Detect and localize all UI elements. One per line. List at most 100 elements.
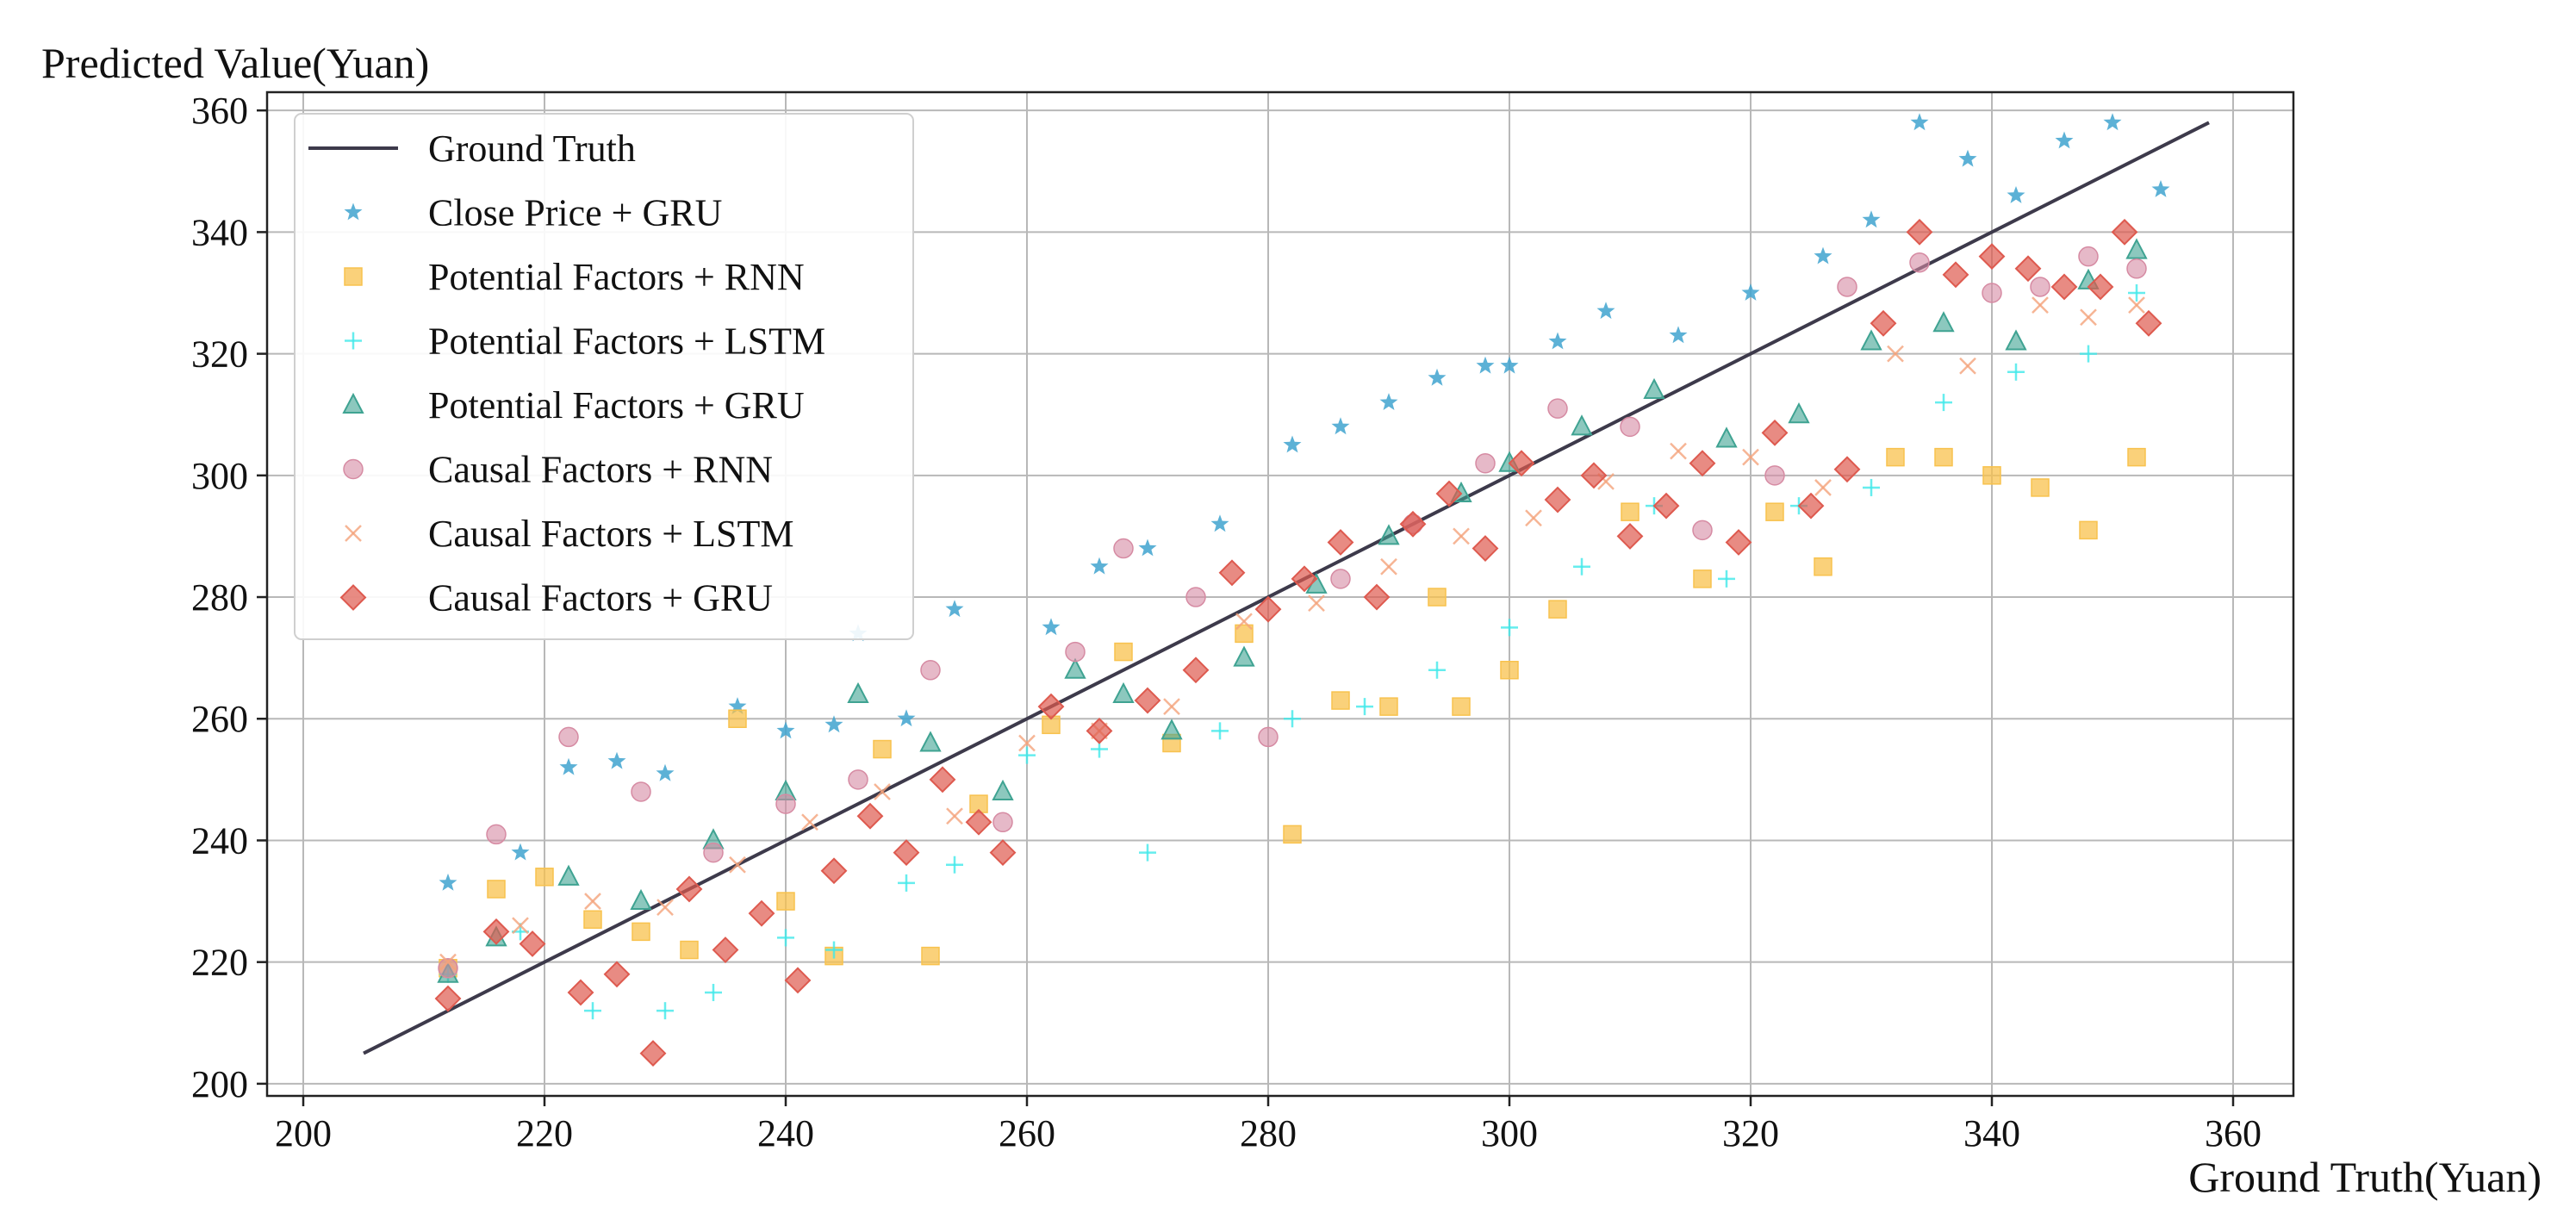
data-point <box>1958 149 1977 167</box>
data-point <box>2128 284 2145 302</box>
data-point <box>1112 681 1135 703</box>
data-point <box>848 769 868 790</box>
data-point <box>2135 309 2162 337</box>
y-axis-title: Predicted Value(Yuan) <box>41 39 429 87</box>
legend-label: Ground Truth <box>428 128 636 170</box>
data-point <box>2151 180 2170 197</box>
data-point <box>1932 311 1955 333</box>
data-point <box>1086 717 1113 744</box>
data-point <box>1331 417 1350 435</box>
data-point <box>1501 619 1518 637</box>
data-point <box>656 1002 674 1020</box>
data-point <box>584 893 601 910</box>
data-point <box>559 757 578 775</box>
legend-label: Close Price + GRU <box>428 192 722 234</box>
data-point <box>1218 559 1246 587</box>
data-point <box>1327 529 1354 556</box>
data-point <box>583 910 602 929</box>
data-point <box>656 899 674 917</box>
data-point <box>1476 356 1495 374</box>
data-point <box>2014 255 2042 283</box>
data-point <box>2080 308 2097 327</box>
y-tick-label: 220 <box>191 942 248 984</box>
series-potential-factors-rnn <box>439 447 2146 978</box>
data-point <box>728 697 747 714</box>
data-point <box>929 766 956 793</box>
data-point <box>1018 734 1036 752</box>
legend-marker <box>342 392 364 414</box>
data-point <box>703 842 724 863</box>
legend-label: Potential Factors + GRU <box>428 384 805 426</box>
data-point <box>1887 345 1904 363</box>
legend-marker <box>339 584 367 611</box>
data-point <box>1906 218 1933 246</box>
data-point <box>920 660 941 681</box>
data-point <box>893 839 920 866</box>
data-point <box>1982 466 2001 485</box>
data-point <box>486 824 507 845</box>
data-point <box>567 979 594 1006</box>
data-point <box>1134 687 1161 714</box>
data-point <box>784 967 812 994</box>
x-tick-label: 340 <box>1963 1112 2020 1154</box>
data-point <box>897 709 916 727</box>
data-point <box>1160 719 1183 740</box>
data-point <box>1064 657 1086 679</box>
data-point <box>557 864 580 886</box>
data-point <box>487 880 506 899</box>
data-point <box>1548 332 1567 350</box>
data-point <box>1715 426 1738 448</box>
data-point <box>1693 569 1712 588</box>
data-point <box>1764 465 1785 486</box>
data-point <box>1860 329 1882 351</box>
data-point <box>1378 524 1400 545</box>
data-point <box>1428 368 1447 386</box>
data-point <box>874 783 891 800</box>
data-point <box>1761 419 1789 446</box>
data-point <box>1814 557 1832 576</box>
data-point <box>1113 538 1134 559</box>
data-point <box>777 929 794 947</box>
data-point <box>1065 641 1086 663</box>
data-point <box>856 802 884 830</box>
data-point <box>1620 416 1640 438</box>
data-point <box>632 922 650 942</box>
data-point <box>1379 697 1398 716</box>
data-point <box>1978 243 2006 271</box>
x-tick-label: 260 <box>999 1112 1055 1154</box>
data-point <box>1942 261 1969 289</box>
data-point <box>1018 746 1036 764</box>
data-point <box>1210 514 1229 532</box>
data-point <box>1689 450 1716 477</box>
data-point <box>1435 480 1463 507</box>
data-point <box>1814 479 1832 496</box>
data-point <box>992 812 1013 833</box>
data-point <box>1330 569 1351 589</box>
data-point <box>898 874 915 892</box>
data-point <box>728 709 747 728</box>
data-point <box>607 751 626 769</box>
legend: Ground Truth Close Price + GRU Potential F… <box>294 113 914 640</box>
data-point <box>1765 502 1784 521</box>
y-tick-label: 260 <box>191 698 248 740</box>
data-point <box>1621 502 1640 521</box>
data-point <box>1643 377 1665 399</box>
x-tick-label: 200 <box>275 1112 332 1154</box>
data-point <box>775 793 796 814</box>
data-point <box>946 807 963 825</box>
data-point <box>989 839 1017 866</box>
data-point <box>1935 394 1952 412</box>
data-point <box>1863 478 1880 496</box>
legend-label: Potential Factors + RNN <box>428 256 805 298</box>
y-tick-label: 340 <box>191 211 248 253</box>
data-point <box>2078 246 2099 267</box>
data-point <box>1090 557 1109 575</box>
data-point <box>824 715 843 733</box>
data-point <box>1525 509 1542 527</box>
data-point <box>1500 356 1519 374</box>
plot-frame <box>265 90 2295 1098</box>
data-point <box>1837 277 1857 297</box>
data-point <box>1814 246 1832 264</box>
data-point <box>1182 657 1210 684</box>
data-point <box>2111 218 2138 246</box>
